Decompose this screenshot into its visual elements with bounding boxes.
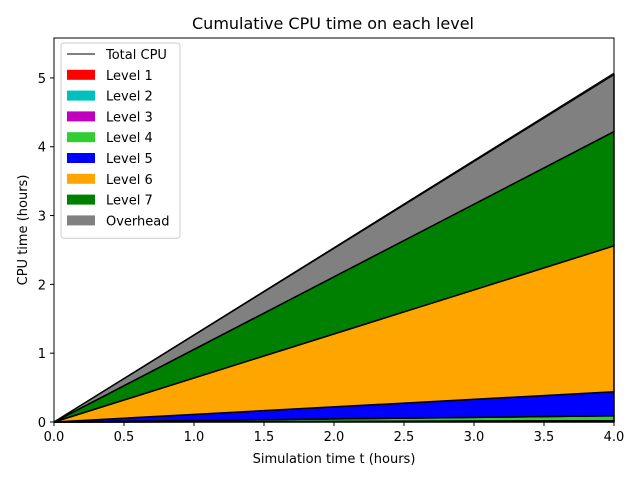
y-tick-label: 1 — [38, 347, 46, 362]
legend-label-level-4: Level 4 — [106, 131, 153, 146]
x-tick-label: 0.0 — [44, 430, 65, 445]
legend-label-level-3: Level 3 — [106, 110, 153, 125]
legend-label-level-6: Level 6 — [106, 173, 153, 188]
plot-frame — [53, 37, 615, 423]
legend-label-level-7: Level 7 — [106, 194, 153, 209]
x-tick-label: 4.0 — [604, 430, 625, 445]
legend-swatch-level-6 — [67, 173, 95, 184]
legend-swatch-level-2 — [67, 90, 95, 101]
legend-label-level-5: Level 5 — [106, 152, 153, 167]
y-tick-label: 4 — [38, 141, 46, 156]
x-tick-label: 0.5 — [114, 430, 135, 445]
legend-swatch-level-7 — [67, 194, 95, 205]
y-tick-label: 2 — [38, 278, 46, 293]
legend-label-level-2: Level 2 — [106, 90, 153, 105]
y-tick-label: 5 — [38, 72, 46, 87]
total-cpu-line — [53, 72, 615, 423]
legend-label-level-1: Level 1 — [106, 69, 153, 84]
y-axis-label: CPU time (hours) — [16, 175, 31, 286]
x-tick-label: 1.5 — [254, 430, 275, 445]
y-tick-label: 3 — [38, 210, 46, 225]
x-tick-label: 3.0 — [464, 430, 485, 445]
chart-title: Cumulative CPU time on each level — [192, 14, 474, 33]
x-tick-label: 3.5 — [534, 430, 555, 445]
x-axis-label: Simulation time t (hours) — [253, 452, 416, 467]
legend: Total CPU Level 1 Level 2 Level 3 Level 4 Lev… — [60, 42, 181, 239]
x-tick-label: 2.5 — [394, 430, 415, 445]
legend-swatch-level-4 — [67, 132, 95, 143]
x-tick-label: 1.0 — [184, 430, 205, 445]
legend-swatch-level-5 — [67, 153, 95, 163]
legend-label-overhead: Overhead — [106, 214, 170, 229]
legend-swatch-overhead — [67, 215, 95, 226]
legend-swatch-level-3 — [67, 111, 95, 122]
x-axis-ticks: 0.0 0.5 1.0 1.5 2.0 2.5 3.0 3.5 4.0 — [44, 422, 625, 445]
y-tick-label: 0 — [38, 416, 46, 431]
legend-swatch-level-1 — [67, 69, 95, 80]
legend-label-total-cpu: Total CPU — [105, 48, 167, 63]
y-axis-ticks: 0 1 2 3 4 5 — [38, 72, 54, 431]
x-tick-label: 2.0 — [324, 430, 345, 445]
